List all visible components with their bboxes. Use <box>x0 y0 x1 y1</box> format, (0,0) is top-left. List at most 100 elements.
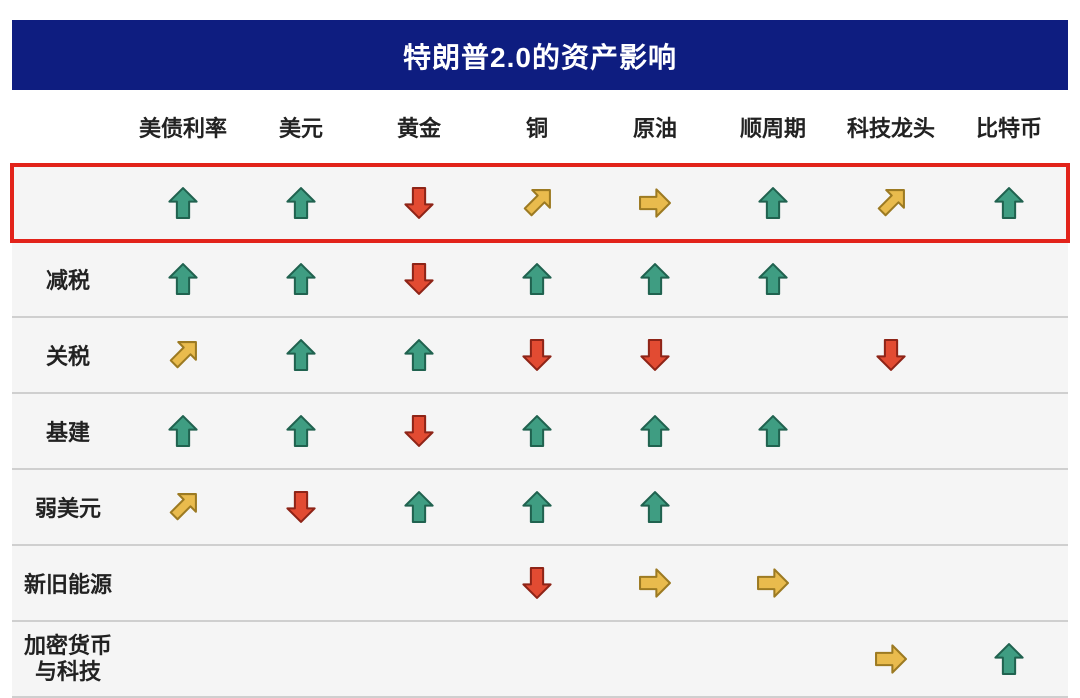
column-header: 黄金 <box>360 90 478 165</box>
cell <box>478 393 596 469</box>
cell <box>832 393 950 469</box>
cell <box>832 241 950 317</box>
table-row: 基建 <box>12 393 1068 469</box>
column-header: 比特币 <box>950 90 1068 165</box>
cell <box>950 469 1068 545</box>
table-container: 特朗普2.0的资产影响 美债利率美元黄金铜原油顺周期科技龙头比特币 减税关税基建… <box>0 0 1080 698</box>
up-arrow-icon <box>992 642 1026 676</box>
diag-arrow-icon <box>520 186 554 220</box>
row-label: 基建 <box>12 393 124 469</box>
row-label <box>12 165 124 241</box>
up-arrow-icon <box>756 262 790 296</box>
cell <box>360 317 478 393</box>
up-arrow-icon <box>166 262 200 296</box>
cell <box>124 241 242 317</box>
cell <box>124 621 242 697</box>
up-arrow-icon <box>284 262 318 296</box>
cell <box>832 165 950 241</box>
title-bar: 特朗普2.0的资产影响 <box>12 20 1068 90</box>
cell <box>360 469 478 545</box>
cell <box>596 317 714 393</box>
up-arrow-icon <box>638 262 672 296</box>
column-header: 顺周期 <box>714 90 832 165</box>
cell <box>832 545 950 621</box>
cell <box>950 393 1068 469</box>
down-arrow-icon <box>402 262 436 296</box>
up-arrow-icon <box>402 338 436 372</box>
up-arrow-icon <box>166 414 200 448</box>
down-arrow-icon <box>284 490 318 524</box>
cell <box>478 241 596 317</box>
table-row: 加密货币与科技 <box>12 621 1068 697</box>
cell <box>478 545 596 621</box>
up-arrow-icon <box>284 338 318 372</box>
row-label: 减税 <box>12 241 124 317</box>
cell <box>950 241 1068 317</box>
cell <box>714 545 832 621</box>
column-header: 铜 <box>478 90 596 165</box>
cell <box>360 241 478 317</box>
cell <box>124 393 242 469</box>
table-row: 减税 <box>12 241 1068 317</box>
column-header: 美元 <box>242 90 360 165</box>
cell <box>242 469 360 545</box>
cell <box>124 469 242 545</box>
cell <box>596 393 714 469</box>
down-arrow-icon <box>874 338 908 372</box>
up-arrow-icon <box>520 490 554 524</box>
column-header: 美债利率 <box>124 90 242 165</box>
header-empty <box>12 90 124 165</box>
up-arrow-icon <box>284 186 318 220</box>
down-arrow-icon <box>638 338 672 372</box>
up-arrow-icon <box>638 490 672 524</box>
down-arrow-icon <box>520 338 554 372</box>
column-header: 科技龙头 <box>832 90 950 165</box>
cell <box>242 393 360 469</box>
row-label: 新旧能源 <box>12 545 124 621</box>
cell <box>714 317 832 393</box>
cell <box>124 545 242 621</box>
right-arrow-icon <box>638 566 672 600</box>
cell <box>596 241 714 317</box>
cell <box>242 621 360 697</box>
cell <box>832 621 950 697</box>
cell <box>950 317 1068 393</box>
up-arrow-icon <box>166 186 200 220</box>
cell <box>714 165 832 241</box>
cell <box>596 165 714 241</box>
cell <box>714 393 832 469</box>
table-row: 弱美元 <box>12 469 1068 545</box>
diag-arrow-icon <box>166 338 200 372</box>
title-text: 特朗普2.0的资产影响 <box>403 42 677 73</box>
right-arrow-icon <box>756 566 790 600</box>
up-arrow-icon <box>402 490 436 524</box>
row-label: 弱美元 <box>12 469 124 545</box>
row-label: 关税 <box>12 317 124 393</box>
row-label: 加密货币与科技 <box>12 621 124 697</box>
cell <box>950 165 1068 241</box>
diag-arrow-icon <box>166 490 200 524</box>
cell <box>124 317 242 393</box>
up-arrow-icon <box>638 414 672 448</box>
table-body: 减税关税基建弱美元新旧能源加密货币与科技 <box>12 165 1068 697</box>
cell <box>478 317 596 393</box>
cell <box>714 241 832 317</box>
cell <box>360 545 478 621</box>
cell <box>360 393 478 469</box>
up-arrow-icon <box>756 414 790 448</box>
cell <box>714 621 832 697</box>
right-arrow-icon <box>638 186 672 220</box>
down-arrow-icon <box>402 414 436 448</box>
up-arrow-icon <box>992 186 1026 220</box>
cell <box>124 165 242 241</box>
cell <box>596 545 714 621</box>
up-arrow-icon <box>284 414 318 448</box>
cell <box>832 317 950 393</box>
up-arrow-icon <box>520 414 554 448</box>
table-row: 关税 <box>12 317 1068 393</box>
table-row: 新旧能源 <box>12 545 1068 621</box>
cell <box>478 621 596 697</box>
cell <box>242 317 360 393</box>
cell <box>360 621 478 697</box>
cell <box>950 621 1068 697</box>
